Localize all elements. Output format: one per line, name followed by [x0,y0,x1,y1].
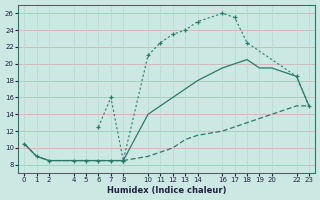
X-axis label: Humidex (Indice chaleur): Humidex (Indice chaleur) [107,186,226,195]
